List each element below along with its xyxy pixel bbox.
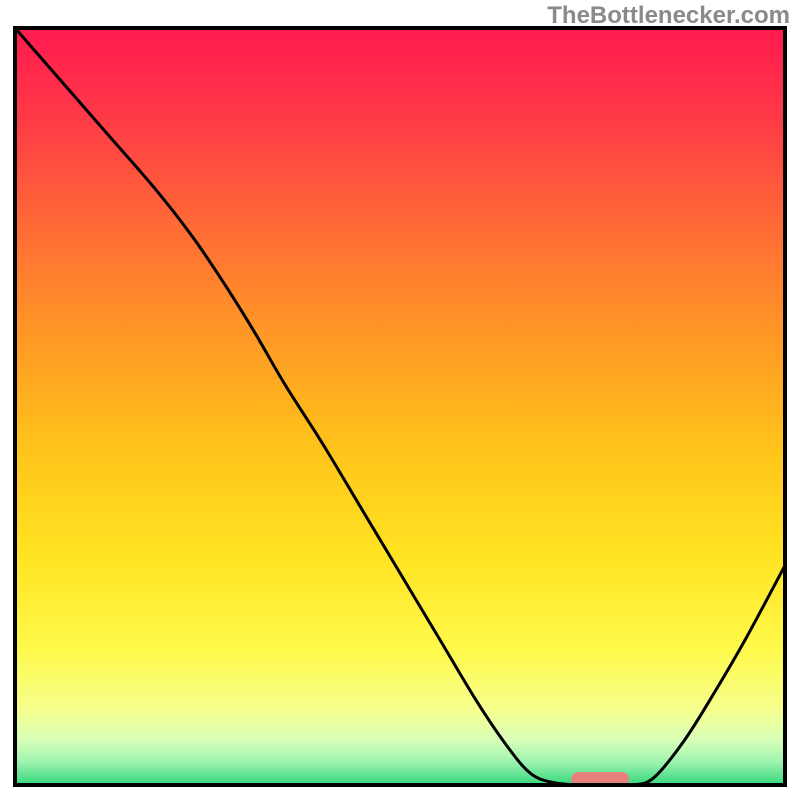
bottleneck-chart	[0, 0, 800, 800]
attribution-text: TheBottlenecker.com	[547, 2, 790, 30]
chart-container: TheBottlenecker.com	[0, 0, 800, 800]
plot-background	[15, 28, 785, 785]
